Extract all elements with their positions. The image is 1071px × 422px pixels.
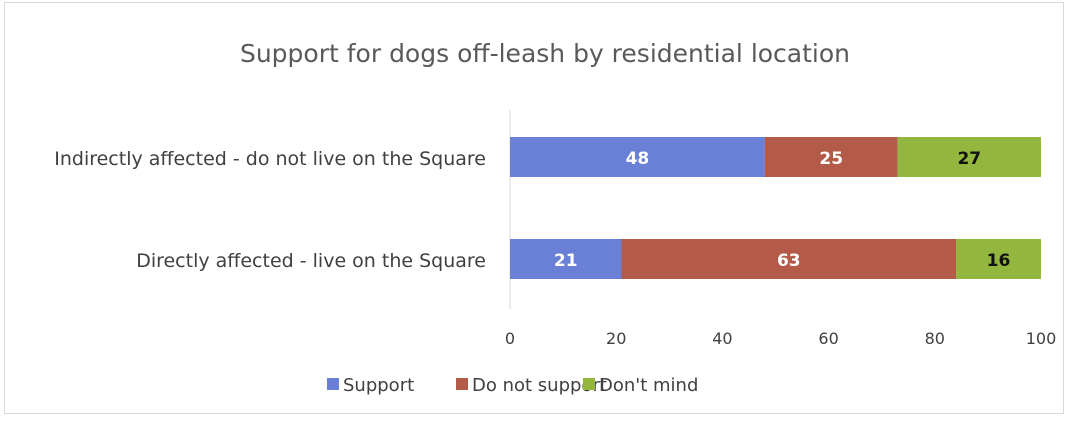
category-label: Indirectly affected - do not live on the…	[54, 148, 486, 170]
x-tick-label: 40	[712, 329, 732, 348]
data-label: 21	[554, 251, 578, 271]
legend-label: Do not support	[472, 375, 607, 396]
category-label: Directly affected - live on the Square	[136, 250, 486, 272]
chart-title: Support for dogs off-leash by residentia…	[240, 39, 850, 68]
chart-frame	[4, 2, 1064, 414]
legend-swatch	[456, 378, 468, 390]
x-tick-label: 80	[925, 329, 945, 348]
bar-segment	[510, 137, 765, 177]
bar-segment	[956, 239, 1041, 279]
x-tick-label: 20	[606, 329, 626, 348]
x-tick-label: 60	[818, 329, 838, 348]
bar-segment	[510, 239, 622, 279]
legend-swatch	[583, 378, 595, 390]
plot-area: Indirectly affected - do not live on the…	[54, 110, 1056, 348]
x-tick-label: 100	[1026, 329, 1057, 348]
data-label: 63	[777, 251, 801, 271]
data-label: 16	[987, 251, 1011, 271]
bar-segment	[897, 137, 1041, 177]
x-tick-label: 0	[505, 329, 515, 348]
legend-label: Support	[343, 375, 414, 396]
legend-label: Don't mind	[599, 375, 698, 396]
data-label: 27	[957, 149, 981, 169]
data-label: 48	[626, 149, 650, 169]
bar-segment	[621, 239, 957, 279]
bar-segment	[764, 137, 898, 177]
legend-swatch	[327, 378, 339, 390]
data-label: 25	[819, 149, 843, 169]
